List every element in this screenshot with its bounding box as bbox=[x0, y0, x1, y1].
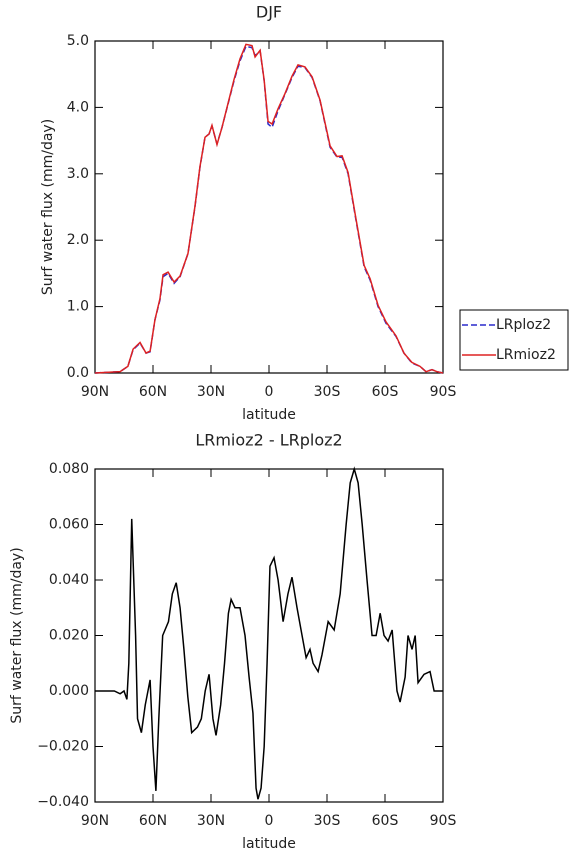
y-tick-label: 0.040 bbox=[49, 572, 89, 588]
plot-frame bbox=[94, 468, 444, 803]
legend-label: LRmioz2 bbox=[496, 347, 556, 363]
y-tick-label: 0.020 bbox=[49, 628, 89, 644]
plot-frame bbox=[94, 40, 444, 374]
x-axis-label: latitude bbox=[242, 407, 296, 423]
chart-title: DJF bbox=[256, 3, 282, 22]
y-tick-label: 1.0 bbox=[67, 299, 89, 315]
x-tick-label: 30N bbox=[197, 384, 225, 400]
legend-box bbox=[459, 309, 569, 371]
x-tick-label: 0 bbox=[265, 813, 274, 829]
x-axis-label: latitude bbox=[242, 836, 296, 852]
x-tick-label: 90N bbox=[81, 813, 109, 829]
data-line bbox=[94, 43, 444, 374]
chart-title: LRmioz2 - LRploz2 bbox=[195, 431, 342, 450]
legend-label: LRploz2 bbox=[496, 317, 551, 333]
data-line bbox=[95, 466, 443, 800]
y-axis-label: Surf water flux (mm/day) bbox=[40, 119, 56, 295]
data-line bbox=[94, 45, 444, 374]
y-tick-label: −0.040 bbox=[37, 794, 89, 810]
x-tick-label: 30N bbox=[197, 813, 225, 829]
y-tick-label: 3.0 bbox=[67, 166, 89, 182]
x-tick-label: 30S bbox=[314, 384, 341, 400]
x-tick-label: 0 bbox=[265, 384, 274, 400]
y-tick-label: −0.020 bbox=[37, 739, 89, 755]
y-axis-label: Surf water flux (mm/day) bbox=[9, 547, 25, 723]
x-tick-label: 60N bbox=[139, 384, 167, 400]
x-tick-label: 90S bbox=[430, 384, 457, 400]
x-tick-label: 90N bbox=[81, 384, 109, 400]
x-tick-label: 30S bbox=[314, 813, 341, 829]
y-tick-label: 5.0 bbox=[67, 33, 89, 49]
x-tick-label: 60S bbox=[372, 813, 399, 829]
y-tick-label: 2.0 bbox=[67, 232, 89, 248]
y-tick-label: 0.060 bbox=[49, 517, 89, 533]
x-tick-label: 60N bbox=[139, 813, 167, 829]
y-tick-label: 0.000 bbox=[49, 683, 89, 699]
y-tick-label: 0.080 bbox=[49, 461, 89, 477]
x-tick-label: 90S bbox=[430, 813, 457, 829]
y-tick-label: 0.0 bbox=[67, 365, 89, 381]
x-tick-label: 60S bbox=[372, 384, 399, 400]
y-tick-label: 4.0 bbox=[67, 99, 89, 115]
